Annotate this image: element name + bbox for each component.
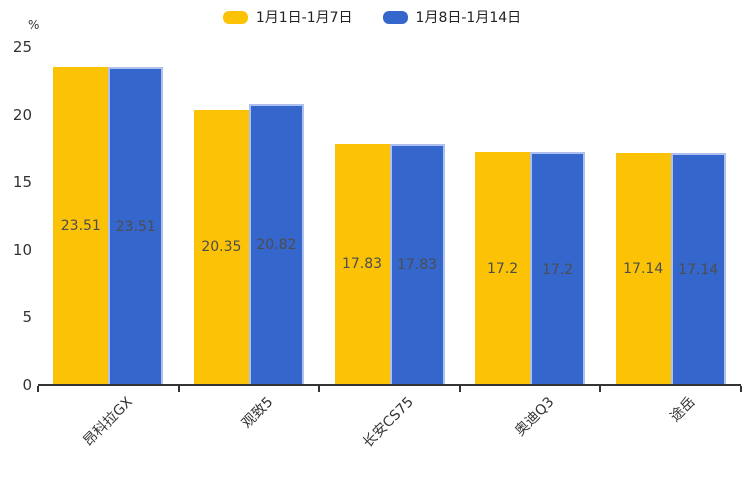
x-axis-tick <box>599 386 602 392</box>
x-axis-tick <box>740 386 742 392</box>
x-axis-line <box>38 384 741 386</box>
bar-value-label: 20.82 <box>256 237 297 254</box>
y-tick-label: 10 <box>12 240 32 259</box>
x-category-label: 途岳 <box>667 394 699 426</box>
bar-观致5-series-0: 20.35 <box>193 109 249 385</box>
bar-长安CS75-series-0: 17.83 <box>334 143 390 385</box>
legend-swatch-icon <box>222 10 248 24</box>
x-category-label: 奥迪Q3 <box>512 394 558 440</box>
x-axis-tick <box>37 386 39 392</box>
bar-途岳-series-0: 17.14 <box>615 153 671 385</box>
y-tick-label: 25 <box>12 38 32 56</box>
bar-奥迪Q3-series-1: 17.2 <box>530 152 586 385</box>
y-tick-label: 5 <box>22 308 32 327</box>
y-tick-label: 20 <box>12 105 32 124</box>
bar-昂科拉GX-series-1: 23.51 <box>108 67 164 385</box>
x-axis-tick <box>458 386 461 392</box>
x-category-label: 昂科拉GX <box>80 394 136 450</box>
bar-value-label: 17.2 <box>487 260 519 277</box>
bar-value-label: 17.2 <box>542 261 574 278</box>
y-tick-label: 0 <box>22 376 32 394</box>
y-tick-label: 15 <box>12 173 32 192</box>
bar-value-label: 17.14 <box>678 262 719 279</box>
bar-value-label: 20.35 <box>201 239 242 256</box>
legend-item-series-0[interactable]: 1月1日-1月7日 <box>222 7 353 27</box>
x-axis-tick <box>318 386 321 392</box>
legend-swatch-icon <box>382 10 408 24</box>
bar-value-label: 17.83 <box>396 257 438 274</box>
y-axis-unit-label: % <box>28 18 40 32</box>
legend-label: 1月1日-1月7日 <box>255 10 353 26</box>
bar-昂科拉GX-series-0: 23.51 <box>53 67 109 385</box>
bar-途岳-series-1: 17.14 <box>670 153 726 385</box>
x-category-label: 长安CS75 <box>360 394 417 452</box>
plot-area: 23.51 23.51 20.35 20.82 17.83 17.83 17.2 17.2 17… <box>38 47 741 385</box>
legend-label: 1月8日-1月14日 <box>415 10 522 26</box>
bar-value-label: 23.51 <box>115 219 156 236</box>
bar-奥迪Q3-series-0: 17.2 <box>475 152 531 385</box>
bar-长安CS75-series-1: 17.83 <box>389 143 445 385</box>
bar-value-label: 23.51 <box>60 218 101 235</box>
legend-item-series-1[interactable]: 1月8日-1月14日 <box>382 7 522 27</box>
chart-legend: 1月1日-1月7日 1月8日-1月14日 <box>0 7 744 27</box>
x-category-label: 观致5 <box>238 394 277 432</box>
bar-value-label: 17.14 <box>623 261 664 278</box>
x-axis-tick <box>177 386 180 392</box>
bar-观致5-series-1: 20.82 <box>248 103 304 385</box>
bar-value-label: 17.83 <box>341 256 383 273</box>
